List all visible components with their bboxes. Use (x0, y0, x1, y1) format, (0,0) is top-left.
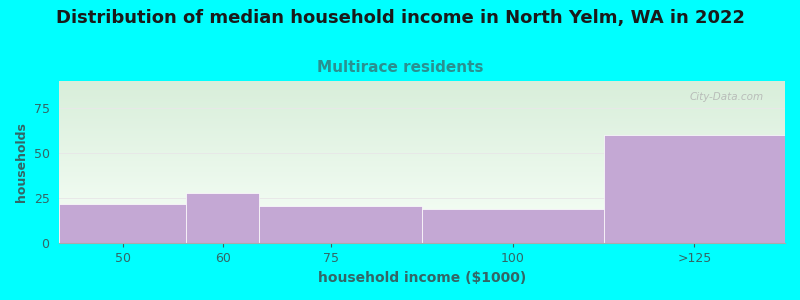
Bar (603, 135, 785, 243)
Bar (422, 209, 603, 243)
Text: Multirace residents: Multirace residents (317, 60, 483, 75)
Y-axis label: households: households (15, 122, 28, 202)
Bar (186, 193, 259, 243)
Text: City-Data.com: City-Data.com (689, 92, 763, 102)
X-axis label: household income ($1000): household income ($1000) (318, 271, 526, 285)
Bar (59, 204, 186, 243)
Bar (259, 206, 422, 243)
Text: Distribution of median household income in North Yelm, WA in 2022: Distribution of median household income … (55, 9, 745, 27)
